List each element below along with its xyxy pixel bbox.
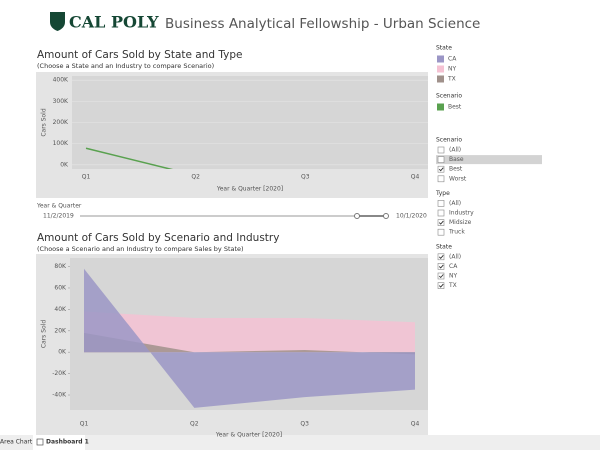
- chart-title: Amount of Cars Sold by State and Type: [37, 49, 243, 61]
- checkbox[interactable]: [437, 146, 445, 154]
- legend-label: CA: [448, 56, 457, 63]
- y-tick-label: 40K: [54, 306, 67, 313]
- logo: CAL POLY: [69, 13, 159, 32]
- filter-option: Worst: [449, 175, 467, 182]
- filter-option: (All): [449, 200, 461, 207]
- y-tick-label: 20K: [54, 327, 67, 334]
- slider-label: Year & Quarter: [36, 203, 82, 210]
- x-tick-label: Q2: [190, 421, 199, 428]
- x-tick-label: Q3: [301, 174, 310, 181]
- y-tick-label: -40K: [52, 392, 67, 399]
- legend-swatch: [437, 75, 444, 83]
- page-title: Business Analytical Fellowship - Urban S…: [165, 16, 480, 32]
- filter-title: Type: [435, 190, 450, 197]
- checkbox[interactable]: [437, 219, 445, 226]
- checkbox[interactable]: [437, 228, 445, 236]
- series-group: [85, 147, 174, 169]
- checkbox[interactable]: [437, 165, 445, 173]
- filter-title: State: [436, 243, 452, 250]
- checkbox[interactable]: [437, 282, 445, 289]
- x-axis-label: Year & Quarter [2020]: [216, 186, 283, 193]
- slider-handle[interactable]: [383, 213, 389, 219]
- chart-subtitle: (Choose a Scenario and an Industry to co…: [37, 245, 244, 253]
- y-axis-label: Cars Sold: [41, 320, 48, 349]
- filter-option: (All): [449, 253, 461, 260]
- checkbox[interactable]: [437, 175, 445, 183]
- checkbox[interactable]: [437, 263, 445, 270]
- check-mark: [438, 167, 444, 172]
- area: [84, 268, 415, 408]
- y-tick-label: 100K: [53, 140, 69, 147]
- filter-option: Base: [449, 156, 464, 163]
- y-tick-label: 400K: [53, 77, 69, 84]
- y-tick-label: 80K: [54, 263, 67, 270]
- filter-option: Truck: [448, 229, 465, 236]
- x-tick-label: Q1: [82, 174, 91, 181]
- y-tick-label: 300K: [53, 98, 69, 105]
- tab-bar: [0, 435, 600, 450]
- tab[interactable]: Dashboard 1: [46, 439, 89, 446]
- filter-title: Scenario: [436, 137, 462, 144]
- legend-label: NY: [448, 66, 456, 73]
- legend-swatch: [437, 55, 444, 63]
- check-mark: [438, 220, 444, 225]
- x-tick-label: Q4: [411, 174, 420, 181]
- legend-label: Best: [448, 104, 462, 111]
- line: [85, 147, 174, 169]
- x-tick-label: Q1: [80, 421, 89, 428]
- checkbox[interactable]: [437, 200, 445, 207]
- slider-start: 11/2/2019: [43, 213, 74, 220]
- check-mark: [438, 264, 444, 269]
- legend-title: Scenario: [436, 93, 462, 100]
- filter-option: CA: [449, 263, 458, 270]
- checkbox[interactable]: [437, 253, 445, 261]
- filter-option: (All): [449, 147, 461, 154]
- slider-handle[interactable]: [354, 213, 360, 219]
- y-tick-label: 0K: [58, 349, 67, 356]
- checkbox[interactable]: [437, 156, 445, 163]
- area: [84, 311, 415, 353]
- logo-shield: [50, 12, 65, 31]
- filter-option: Industry: [449, 210, 474, 217]
- legend-swatch: [437, 103, 444, 111]
- legend-label: TX: [447, 76, 456, 83]
- check-mark: [438, 283, 444, 288]
- filter-option: Best: [449, 166, 463, 173]
- filter-option: NY: [449, 273, 457, 280]
- filter-option: TX: [448, 282, 457, 289]
- chart-title: Amount of Cars Sold by Scenario and Indu…: [37, 232, 279, 244]
- check-mark: [438, 255, 444, 259]
- y-tick-label: 200K: [53, 119, 69, 126]
- chart-subtitle: (Choose a State and an Industry to compa…: [37, 62, 214, 70]
- y-tick-label: 60K: [54, 284, 67, 291]
- highlight: [436, 155, 542, 165]
- y-tick-label: -20K: [52, 370, 67, 377]
- tab[interactable]: Area Chart: [0, 439, 33, 446]
- series-group: [84, 268, 415, 408]
- checkbox[interactable]: [437, 209, 445, 217]
- filter-option: Midsize: [449, 219, 472, 226]
- x-tick-label: Q4: [411, 421, 420, 428]
- y-axis-label: Cars Sold: [41, 108, 48, 137]
- tab-icon: [36, 438, 44, 446]
- y-tick-label: 0K: [60, 161, 69, 168]
- x-tick-label: Q2: [191, 174, 200, 181]
- checkbox[interactable]: [437, 272, 445, 280]
- area: [84, 332, 415, 355]
- x-tick-label: Q3: [300, 421, 309, 428]
- slider-end: 10/1/2020: [396, 213, 427, 220]
- legend-title: State: [436, 45, 452, 52]
- legend-swatch: [437, 65, 444, 73]
- tab-active: [33, 435, 85, 450]
- x-axis-label: Year & Quarter [2020]: [215, 432, 282, 439]
- check-mark: [438, 274, 444, 279]
